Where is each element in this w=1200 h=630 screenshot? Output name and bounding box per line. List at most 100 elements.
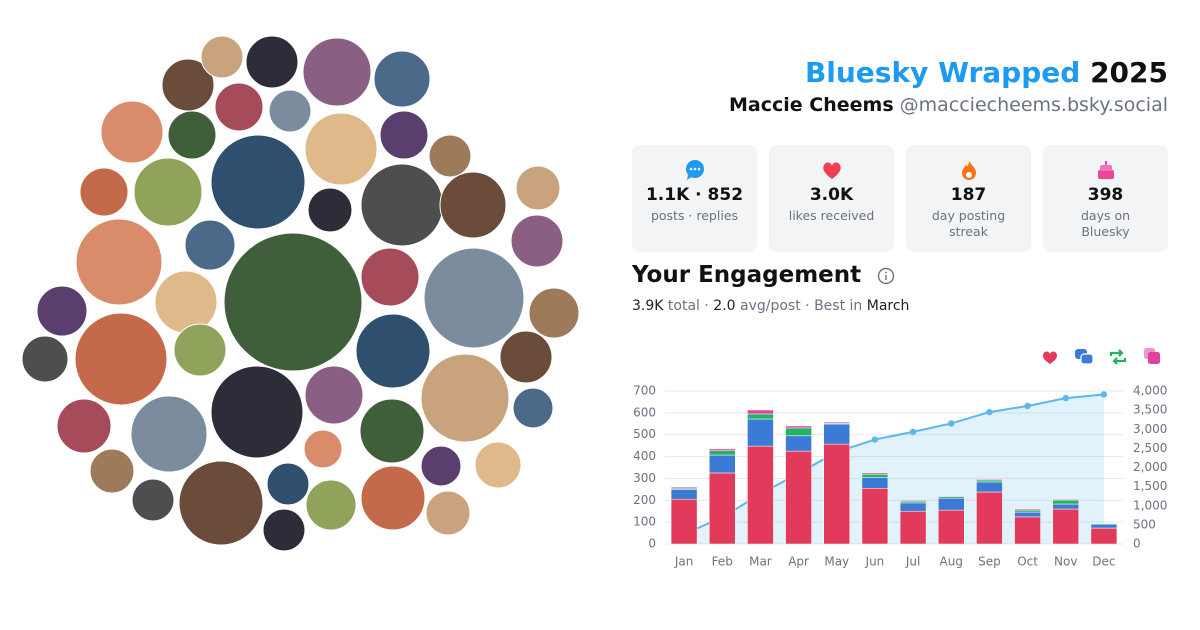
bar-segment	[899, 500, 927, 504]
avatar	[100, 100, 164, 164]
bar-segment	[785, 427, 812, 437]
avatar	[360, 247, 420, 307]
bar-segment	[976, 481, 1003, 493]
title-year: 2025	[1090, 56, 1168, 89]
x-tick-label: Jan	[674, 555, 694, 569]
y2-tick-label: 0	[1133, 537, 1141, 551]
avatar	[173, 323, 227, 377]
bar-segment	[670, 498, 698, 545]
user-handle: @macciecheems.bsky.social	[899, 94, 1168, 116]
bar-segment	[1014, 511, 1041, 518]
y2-tick-label: 2,500	[1133, 441, 1167, 455]
bar-segment	[1052, 508, 1079, 545]
bar-segment	[709, 472, 736, 545]
bar-segment	[938, 495, 965, 497]
bar-segment	[938, 509, 965, 545]
avatar	[266, 462, 310, 506]
stat-card: 187 day posting streak	[906, 145, 1031, 252]
bar-segment	[1090, 523, 1118, 529]
avatar	[303, 429, 343, 469]
stat-value: 187	[950, 185, 987, 205]
y-tick-label: 400	[633, 449, 656, 463]
avatar	[423, 247, 525, 349]
separator: ·	[704, 298, 709, 314]
bar-segment	[1014, 516, 1041, 545]
y-tick-label: 700	[633, 384, 656, 398]
total-label: total	[667, 298, 700, 314]
bar-segment	[1052, 498, 1079, 501]
legend-repost	[1109, 349, 1127, 365]
y2-tick-label: 3,500	[1133, 403, 1167, 417]
avatar	[474, 441, 522, 489]
line-point	[1062, 394, 1069, 402]
icon	[685, 160, 704, 180]
x-tick-label: Nov	[1054, 555, 1077, 569]
separator: ·	[805, 298, 810, 314]
bar-segment	[1014, 508, 1041, 511]
avatar	[178, 460, 264, 546]
avatar	[262, 508, 306, 552]
stat-card: 3.0K likes received	[769, 145, 894, 252]
avatar	[210, 365, 304, 459]
avatar	[89, 448, 135, 494]
bar-segment	[747, 445, 774, 545]
bar-segment	[861, 472, 889, 475]
bar-segment	[861, 477, 889, 489]
avatar	[210, 134, 306, 230]
x-tick-label: Dec	[1092, 555, 1115, 569]
x-tick-label: Sep	[978, 555, 1001, 569]
icon	[1097, 161, 1114, 179]
bar-segment	[938, 497, 965, 511]
info-icon[interactable]	[877, 267, 895, 285]
x-tick-label: Jun	[865, 555, 885, 569]
bar-segment	[785, 450, 812, 545]
avatar	[79, 167, 129, 217]
bar-segment	[861, 474, 889, 478]
bar-segment	[976, 479, 1003, 483]
line-point	[948, 420, 955, 427]
user: Maccie Cheems @macciecheems.bsky.social	[729, 94, 1168, 116]
avatar	[499, 330, 553, 384]
avatar	[360, 163, 444, 247]
bar-segment	[823, 423, 850, 445]
avatar	[515, 165, 561, 211]
bar-segment	[899, 500, 927, 502]
y-tick-label: 100	[633, 515, 656, 529]
avatar	[512, 387, 554, 429]
area	[684, 394, 1104, 544]
legend-reply	[1080, 353, 1094, 365]
x-tick-label: Apr	[788, 555, 809, 569]
bar-segment	[823, 443, 850, 545]
bar-segment	[899, 502, 927, 512]
avatar	[223, 232, 363, 372]
avatar	[307, 187, 353, 233]
section-subtitle: 3.9K total · 2.0 avg/post · Best in Marc…	[632, 298, 909, 314]
bar-segment	[709, 450, 736, 456]
y2-tick-label: 500	[1133, 517, 1156, 531]
legend-quote	[1148, 352, 1160, 364]
legend-icon	[1043, 351, 1057, 364]
bar-segment	[785, 425, 812, 429]
legend-icon	[1144, 348, 1160, 364]
legend-icon	[1109, 349, 1127, 365]
stat-label: days on Bluesky	[1080, 208, 1131, 239]
avatar	[428, 134, 472, 178]
avatar	[510, 214, 564, 268]
stat-label: day posting streak	[931, 208, 1006, 239]
avatar	[360, 465, 426, 531]
avatar	[528, 287, 580, 339]
line-point	[986, 408, 993, 416]
section-title: Your Engagement	[632, 262, 895, 288]
stat-card: 398 days on Bluesky	[1043, 145, 1168, 252]
bar-segment	[899, 510, 927, 545]
bar-segment	[1014, 509, 1041, 513]
legend-icon	[1075, 349, 1094, 365]
avatar	[131, 478, 175, 522]
y-tick-label: 500	[633, 427, 656, 441]
avatar	[355, 313, 431, 389]
avatar	[268, 89, 312, 133]
line-point	[871, 436, 879, 443]
stat-label: likes received	[788, 208, 875, 223]
